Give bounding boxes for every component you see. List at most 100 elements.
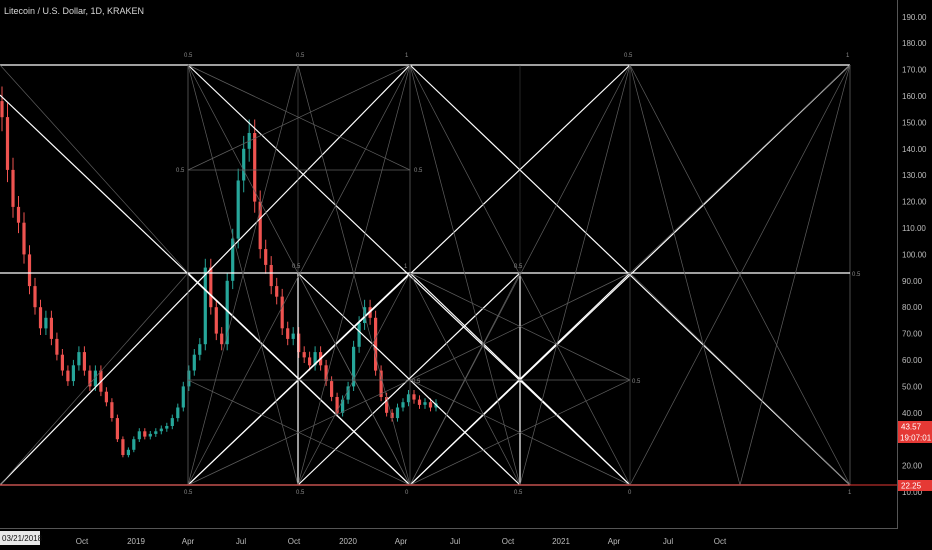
- candle-body: [82, 352, 86, 371]
- time-tick-label: 2020: [339, 537, 357, 546]
- candle-body: [346, 386, 350, 400]
- gann-level-label: 1: [848, 490, 852, 496]
- gann-level-label: 0.5: [632, 379, 641, 385]
- candle-body: [60, 354, 64, 371]
- price-tick-label: 120.00: [902, 198, 927, 207]
- candle-body: [44, 317, 48, 329]
- candle-body: [275, 286, 279, 297]
- chart-symbol-title: Litecoin / U.S. Dollar, 1D, KRAKEN: [4, 6, 145, 16]
- candle-body: [0, 101, 4, 118]
- gann-level-label: 0.5: [184, 490, 193, 496]
- price-tick-label: 80.00: [902, 303, 923, 312]
- time-axis: Oct 2019 Apr Jul Oct 2020 Apr Jul Oct 2021 Apr Jul O…: [0, 528, 898, 546]
- candle-body: [5, 117, 10, 170]
- candle-body: [137, 431, 141, 440]
- candle-body: [423, 402, 427, 405]
- gann-line: [409, 64, 631, 486]
- gann-line: [297, 64, 411, 486]
- gann-line: [739, 64, 851, 486]
- price-tick-label: 50.00: [902, 382, 923, 391]
- gann-level-label: 1: [846, 53, 850, 59]
- gann-line: [0, 272, 189, 486]
- time-tick-label: Apr: [395, 537, 408, 546]
- candle-body: [269, 265, 273, 287]
- candlestick-series: [0, 86, 438, 458]
- candle-body: [374, 317, 378, 371]
- candle-body: [324, 365, 328, 382]
- gann-level-labels: 0.5 0.5 1 0.5 1 0.5 0.5 0.5 1 0.5 0.5 0.5 0.5 0.5 0.5 0…: [176, 53, 861, 496]
- price-tick-label: 150.00: [902, 118, 927, 127]
- gann-line: [519, 64, 631, 486]
- countdown-badge: 19:07:01: [898, 432, 932, 443]
- candle-body: [181, 386, 185, 408]
- gann-level-label: 0: [405, 490, 409, 496]
- price-tick-label: 70.00: [902, 330, 923, 339]
- time-tick-label: Jul: [236, 537, 246, 546]
- svg-text:43.57: 43.57: [901, 423, 922, 432]
- gann-line: [0, 64, 411, 486]
- time-tick-label: Oct: [714, 537, 727, 546]
- gann-level-label: 0.5: [296, 490, 305, 496]
- svg-text:22.25: 22.25: [901, 482, 922, 491]
- svg-text:19:07:01: 19:07:01: [900, 434, 932, 443]
- candle-body: [209, 267, 213, 308]
- candle-body: [49, 317, 53, 339]
- candle-body: [27, 254, 32, 287]
- price-tick-label: 130.00: [902, 171, 927, 180]
- candle-body: [225, 280, 229, 345]
- gann-level-label: 0.5: [514, 490, 523, 496]
- price-tick-label: 160.00: [902, 92, 927, 101]
- price-tick-label: 100.00: [902, 250, 927, 259]
- candle-body: [335, 397, 339, 413]
- candle-body: [55, 338, 59, 355]
- candle-body: [308, 357, 312, 366]
- time-tick-label: Oct: [288, 537, 301, 546]
- candle-body: [236, 180, 240, 239]
- candle-body: [88, 370, 92, 387]
- time-tick-label: Jul: [450, 537, 460, 546]
- candle-body: [291, 333, 295, 339]
- gann-line: [629, 272, 851, 486]
- gann-level-label: 0.5: [514, 264, 523, 270]
- level-price-badge: 22.25: [898, 480, 932, 491]
- gann-line: [409, 272, 631, 486]
- candle-body: [395, 407, 400, 419]
- candle-body: [302, 352, 306, 358]
- time-tick-label: Jul: [663, 537, 673, 546]
- candle-body: [38, 307, 43, 329]
- candle-body: [71, 365, 75, 382]
- candle-body: [253, 133, 257, 202]
- price-axis: 10.0020.0030.0040.0050.0060.0070.0080.00…: [897, 0, 932, 528]
- gann-line: [409, 272, 631, 381]
- candle-body: [143, 431, 147, 437]
- candle-body: [165, 426, 169, 429]
- candle-body: [357, 323, 361, 347]
- time-tick-label: Oct: [502, 537, 515, 546]
- gann-line: [629, 64, 851, 274]
- candle-body: [11, 169, 15, 207]
- time-tick-label: Apr: [182, 537, 195, 546]
- candle-body: [428, 402, 433, 408]
- candle-body: [412, 394, 416, 400]
- price-tick-label: 180.00: [902, 39, 927, 48]
- candle-body: [132, 439, 136, 450]
- candle-body: [176, 407, 180, 419]
- price-tick-label: 10.00: [902, 488, 923, 497]
- candle-body: [214, 307, 218, 334]
- price-tick-label: 60.00: [902, 356, 923, 365]
- gann-line: [409, 64, 521, 486]
- candle-body: [385, 397, 389, 413]
- candle-body: [406, 394, 411, 403]
- gann-box-drawing: [0, 64, 851, 486]
- candle-body: [390, 412, 394, 419]
- gann-line: [409, 379, 631, 486]
- price-tick-label: 90.00: [902, 277, 923, 286]
- candle-body: [154, 431, 158, 434]
- gann-level-label: 0.5: [296, 53, 305, 59]
- candle-body: [203, 267, 207, 345]
- price-tick-label: 40.00: [902, 409, 923, 418]
- candle-body: [66, 370, 70, 382]
- price-tick-label: 170.00: [902, 66, 927, 75]
- time-tick-label: Apr: [608, 537, 621, 546]
